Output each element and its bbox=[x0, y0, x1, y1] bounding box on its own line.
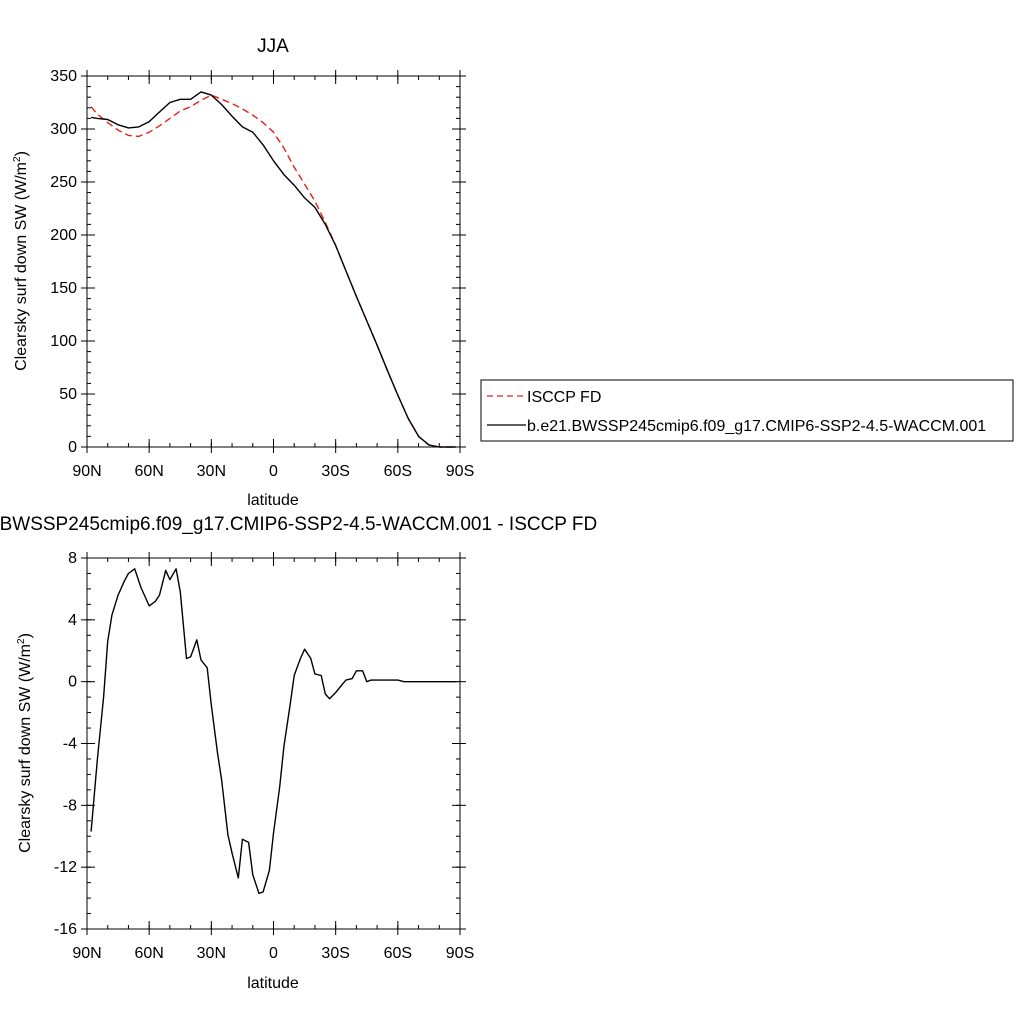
legend-box bbox=[480, 379, 1014, 442]
legend-label-model: b.e21.BWSSP245cmip6.f09_g17.CMIP6-SSP2-4… bbox=[527, 418, 986, 435]
bottom-x-tick-label: 90N bbox=[72, 945, 101, 962]
top-x-tick-label: 90S bbox=[446, 463, 474, 480]
top-panel: JJA 0 50 100 150 200 250 300 350 90N 60N 30N 0 30S 60… bbox=[12, 36, 474, 509]
bottom-y-tick-label: 8 bbox=[68, 550, 77, 567]
bottom-x-axis-label: latitude bbox=[247, 975, 299, 992]
bottom-x-tick-label: 60S bbox=[384, 945, 412, 962]
bottom-x-tick-label: 30S bbox=[321, 945, 349, 962]
legend: ISCCP FD b.e21.BWSSP245cmip6.f09_g17.CMI… bbox=[480, 379, 1014, 442]
top-series-line-1 bbox=[90, 91, 456, 448]
bottom-x-tick-label: 0 bbox=[269, 945, 278, 962]
top-ticks: 0 50 100 150 200 250 300 350 90N 60N 30N 0 30S 60S 90S bbox=[50, 68, 474, 480]
bottom-plot-frame bbox=[86, 557, 461, 930]
top-y-tick-label: 200 bbox=[50, 227, 77, 244]
top-x-tick-label: 60S bbox=[384, 463, 412, 480]
top-y-tick-label: 250 bbox=[50, 174, 77, 191]
top-y-axis-label: Clearsky surf down SW (W/m2) bbox=[12, 151, 30, 371]
bottom-y-tick-label: -16 bbox=[54, 921, 77, 938]
top-x-tick-label: 90N bbox=[72, 463, 101, 480]
bottom-y-tick-label: 0 bbox=[68, 674, 77, 691]
top-x-tick-label: 30N bbox=[197, 463, 226, 480]
top-series bbox=[90, 91, 456, 448]
top-plot-frame bbox=[86, 75, 461, 448]
bottom-y-tick-label: -4 bbox=[63, 736, 77, 753]
top-y-tick-label: 350 bbox=[50, 68, 77, 85]
top-y-tick-label: 300 bbox=[50, 121, 77, 138]
bottom-chart-title: b.e21.BWSSP245cmip6.f09_g17.CMIP6-SSP2-4… bbox=[0, 514, 597, 535]
bottom-y-tick-label: 4 bbox=[68, 612, 77, 629]
bottom-ticks: 8 4 0 -4 -8 -12 -16 90N 60N 30N 0 30S 60S 90S bbox=[54, 550, 474, 962]
top-chart-title: JJA bbox=[257, 36, 289, 57]
bottom-y-axis-label: Clearsky surf down SW (W/m2) bbox=[16, 633, 34, 853]
bottom-series-line-0 bbox=[90, 568, 456, 895]
bottom-panel: b.e21.BWSSP245cmip6.f09_g17.CMIP6-SSP2-4… bbox=[0, 514, 597, 992]
top-y-tick-label: 150 bbox=[50, 280, 77, 297]
top-y-tick-label: 50 bbox=[59, 386, 77, 403]
bottom-x-tick-label: 60N bbox=[134, 945, 163, 962]
top-x-tick-label: 30S bbox=[321, 463, 349, 480]
top-y-tick-label: 100 bbox=[50, 333, 77, 350]
bottom-x-tick-label: 90S bbox=[446, 945, 474, 962]
legend-label-isccp: ISCCP FD bbox=[527, 389, 601, 406]
bottom-x-tick-label: 30N bbox=[197, 945, 226, 962]
top-x-tick-label: 60N bbox=[134, 463, 163, 480]
bottom-y-tick-label: -12 bbox=[54, 859, 77, 876]
top-x-tick-label: 0 bbox=[269, 463, 278, 480]
bottom-y-tick-label: -8 bbox=[63, 797, 77, 814]
top-y-tick-label: 0 bbox=[68, 439, 77, 456]
top-series-line-0 bbox=[90, 94, 456, 448]
bottom-series bbox=[90, 568, 456, 895]
top-x-axis-label: latitude bbox=[247, 492, 299, 509]
